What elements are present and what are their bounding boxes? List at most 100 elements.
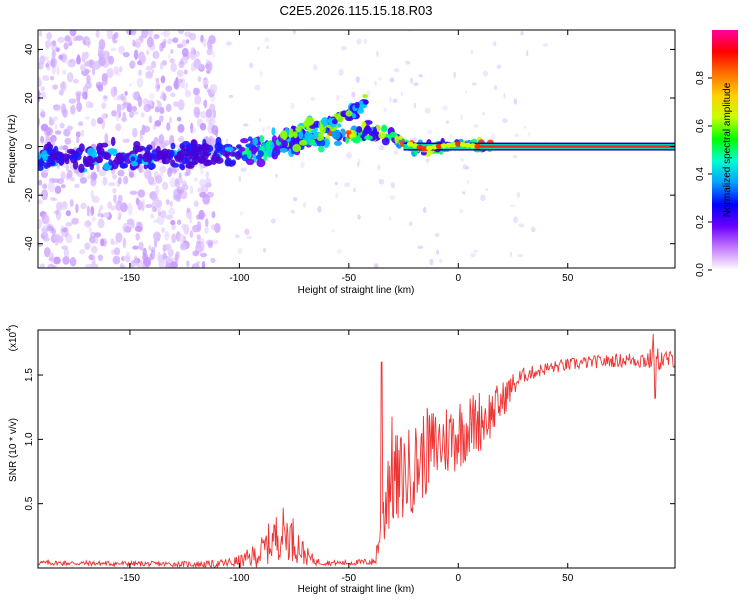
noise-blob bbox=[112, 188, 117, 194]
noise-blob bbox=[127, 202, 133, 214]
noise-blob bbox=[225, 41, 232, 46]
noise-blob bbox=[429, 258, 434, 266]
noise-blob bbox=[235, 234, 240, 239]
noise-blob bbox=[84, 116, 90, 120]
noise-blob bbox=[42, 109, 45, 116]
noise-blob bbox=[173, 101, 179, 107]
noise-blob bbox=[225, 138, 228, 146]
noise-blob bbox=[119, 262, 124, 268]
noise-blob bbox=[160, 32, 166, 36]
noise-blob bbox=[38, 179, 43, 186]
noise-blob bbox=[117, 169, 125, 177]
track-blob bbox=[46, 141, 52, 146]
noise-blob bbox=[83, 39, 87, 45]
noise-blob bbox=[502, 118, 508, 124]
track-blob bbox=[289, 128, 294, 138]
noise-blob bbox=[357, 214, 361, 220]
noise-blob bbox=[52, 116, 59, 121]
noise-blob bbox=[210, 257, 216, 263]
noise-blob bbox=[98, 208, 101, 213]
spectrogram-panel: -150 -100 -50 0 50 -40 -20 0 20 40 bbox=[24, 30, 675, 284]
noise-blob bbox=[199, 241, 205, 252]
noise-blob bbox=[118, 45, 125, 55]
noise-blob bbox=[159, 165, 167, 173]
noise-blob bbox=[159, 115, 164, 123]
noise-blob bbox=[346, 152, 352, 159]
track-blob bbox=[236, 144, 242, 149]
track-blob bbox=[381, 124, 387, 131]
noise-blob bbox=[460, 114, 463, 121]
noise-blob bbox=[62, 256, 70, 265]
noise-blob bbox=[122, 51, 130, 58]
noise-blob bbox=[199, 168, 205, 175]
noise-blob bbox=[199, 122, 207, 131]
track-blob bbox=[411, 143, 419, 149]
noise-blob bbox=[167, 167, 172, 178]
noise-blob bbox=[275, 173, 278, 178]
track-blob bbox=[331, 118, 338, 125]
track-blob bbox=[440, 143, 448, 149]
noise-blob bbox=[49, 75, 55, 81]
noise-blob bbox=[244, 228, 250, 236]
noise-blob bbox=[101, 113, 109, 119]
noise-blob bbox=[117, 194, 123, 204]
track-blob bbox=[115, 153, 123, 159]
noise-blob bbox=[84, 61, 90, 67]
noise-blob bbox=[197, 76, 202, 83]
noise-blob bbox=[516, 192, 521, 198]
noise-blob bbox=[60, 171, 66, 180]
noise-blob bbox=[184, 172, 189, 177]
track-blob bbox=[70, 153, 78, 159]
track-blob bbox=[322, 138, 330, 149]
y-tick-label: 20 bbox=[24, 92, 35, 104]
noise-blob bbox=[195, 50, 201, 57]
noise-blob bbox=[205, 218, 209, 228]
noise-blob bbox=[96, 117, 104, 124]
noise-blob bbox=[195, 240, 200, 249]
noise-blob bbox=[141, 200, 145, 212]
noise-blob bbox=[257, 46, 260, 51]
noise-blob bbox=[518, 223, 525, 228]
noise-blob bbox=[393, 68, 400, 73]
noise-blob bbox=[176, 78, 183, 84]
noise-blob bbox=[181, 39, 187, 47]
noise-blob bbox=[76, 233, 80, 240]
track-blob bbox=[259, 135, 265, 143]
track-blob bbox=[356, 134, 361, 140]
track-blob bbox=[271, 135, 278, 144]
track-blob bbox=[134, 147, 143, 153]
noise-blob bbox=[205, 178, 212, 184]
noise-blob bbox=[61, 230, 66, 237]
noise-blob bbox=[186, 260, 190, 267]
track-blob bbox=[46, 146, 53, 155]
noise-blob bbox=[243, 123, 249, 127]
noise-blob bbox=[145, 71, 154, 79]
snr-axes: -150 -100 -50 0 50 0.5 1.0 1.5 bbox=[24, 330, 675, 584]
noise-blob bbox=[97, 84, 104, 92]
noise-blob bbox=[528, 132, 531, 138]
noise-blob bbox=[211, 239, 219, 245]
noise-blob bbox=[90, 206, 95, 216]
track-blob bbox=[397, 135, 403, 140]
noise-blob bbox=[151, 206, 157, 213]
track-blob bbox=[469, 143, 476, 149]
noise-blob bbox=[237, 247, 243, 255]
noise-blob bbox=[53, 256, 61, 265]
track-blob bbox=[333, 140, 342, 146]
noise-blob bbox=[153, 231, 161, 241]
noise-blob bbox=[154, 120, 162, 127]
noise-blob bbox=[151, 69, 155, 74]
snr-series-line bbox=[38, 333, 675, 568]
svg-text:(x104): (x104) bbox=[6, 325, 19, 352]
noise-blob bbox=[209, 83, 218, 94]
noise-blob bbox=[199, 238, 205, 245]
noise-blob bbox=[363, 38, 367, 45]
track-blob bbox=[171, 163, 180, 168]
noise-blob bbox=[470, 50, 473, 55]
noise-blob bbox=[185, 39, 190, 44]
noise-blob bbox=[190, 47, 196, 55]
noise-blob bbox=[378, 76, 382, 81]
track-blob bbox=[325, 119, 332, 124]
noise-blob bbox=[85, 100, 91, 109]
track-blob bbox=[229, 151, 236, 157]
